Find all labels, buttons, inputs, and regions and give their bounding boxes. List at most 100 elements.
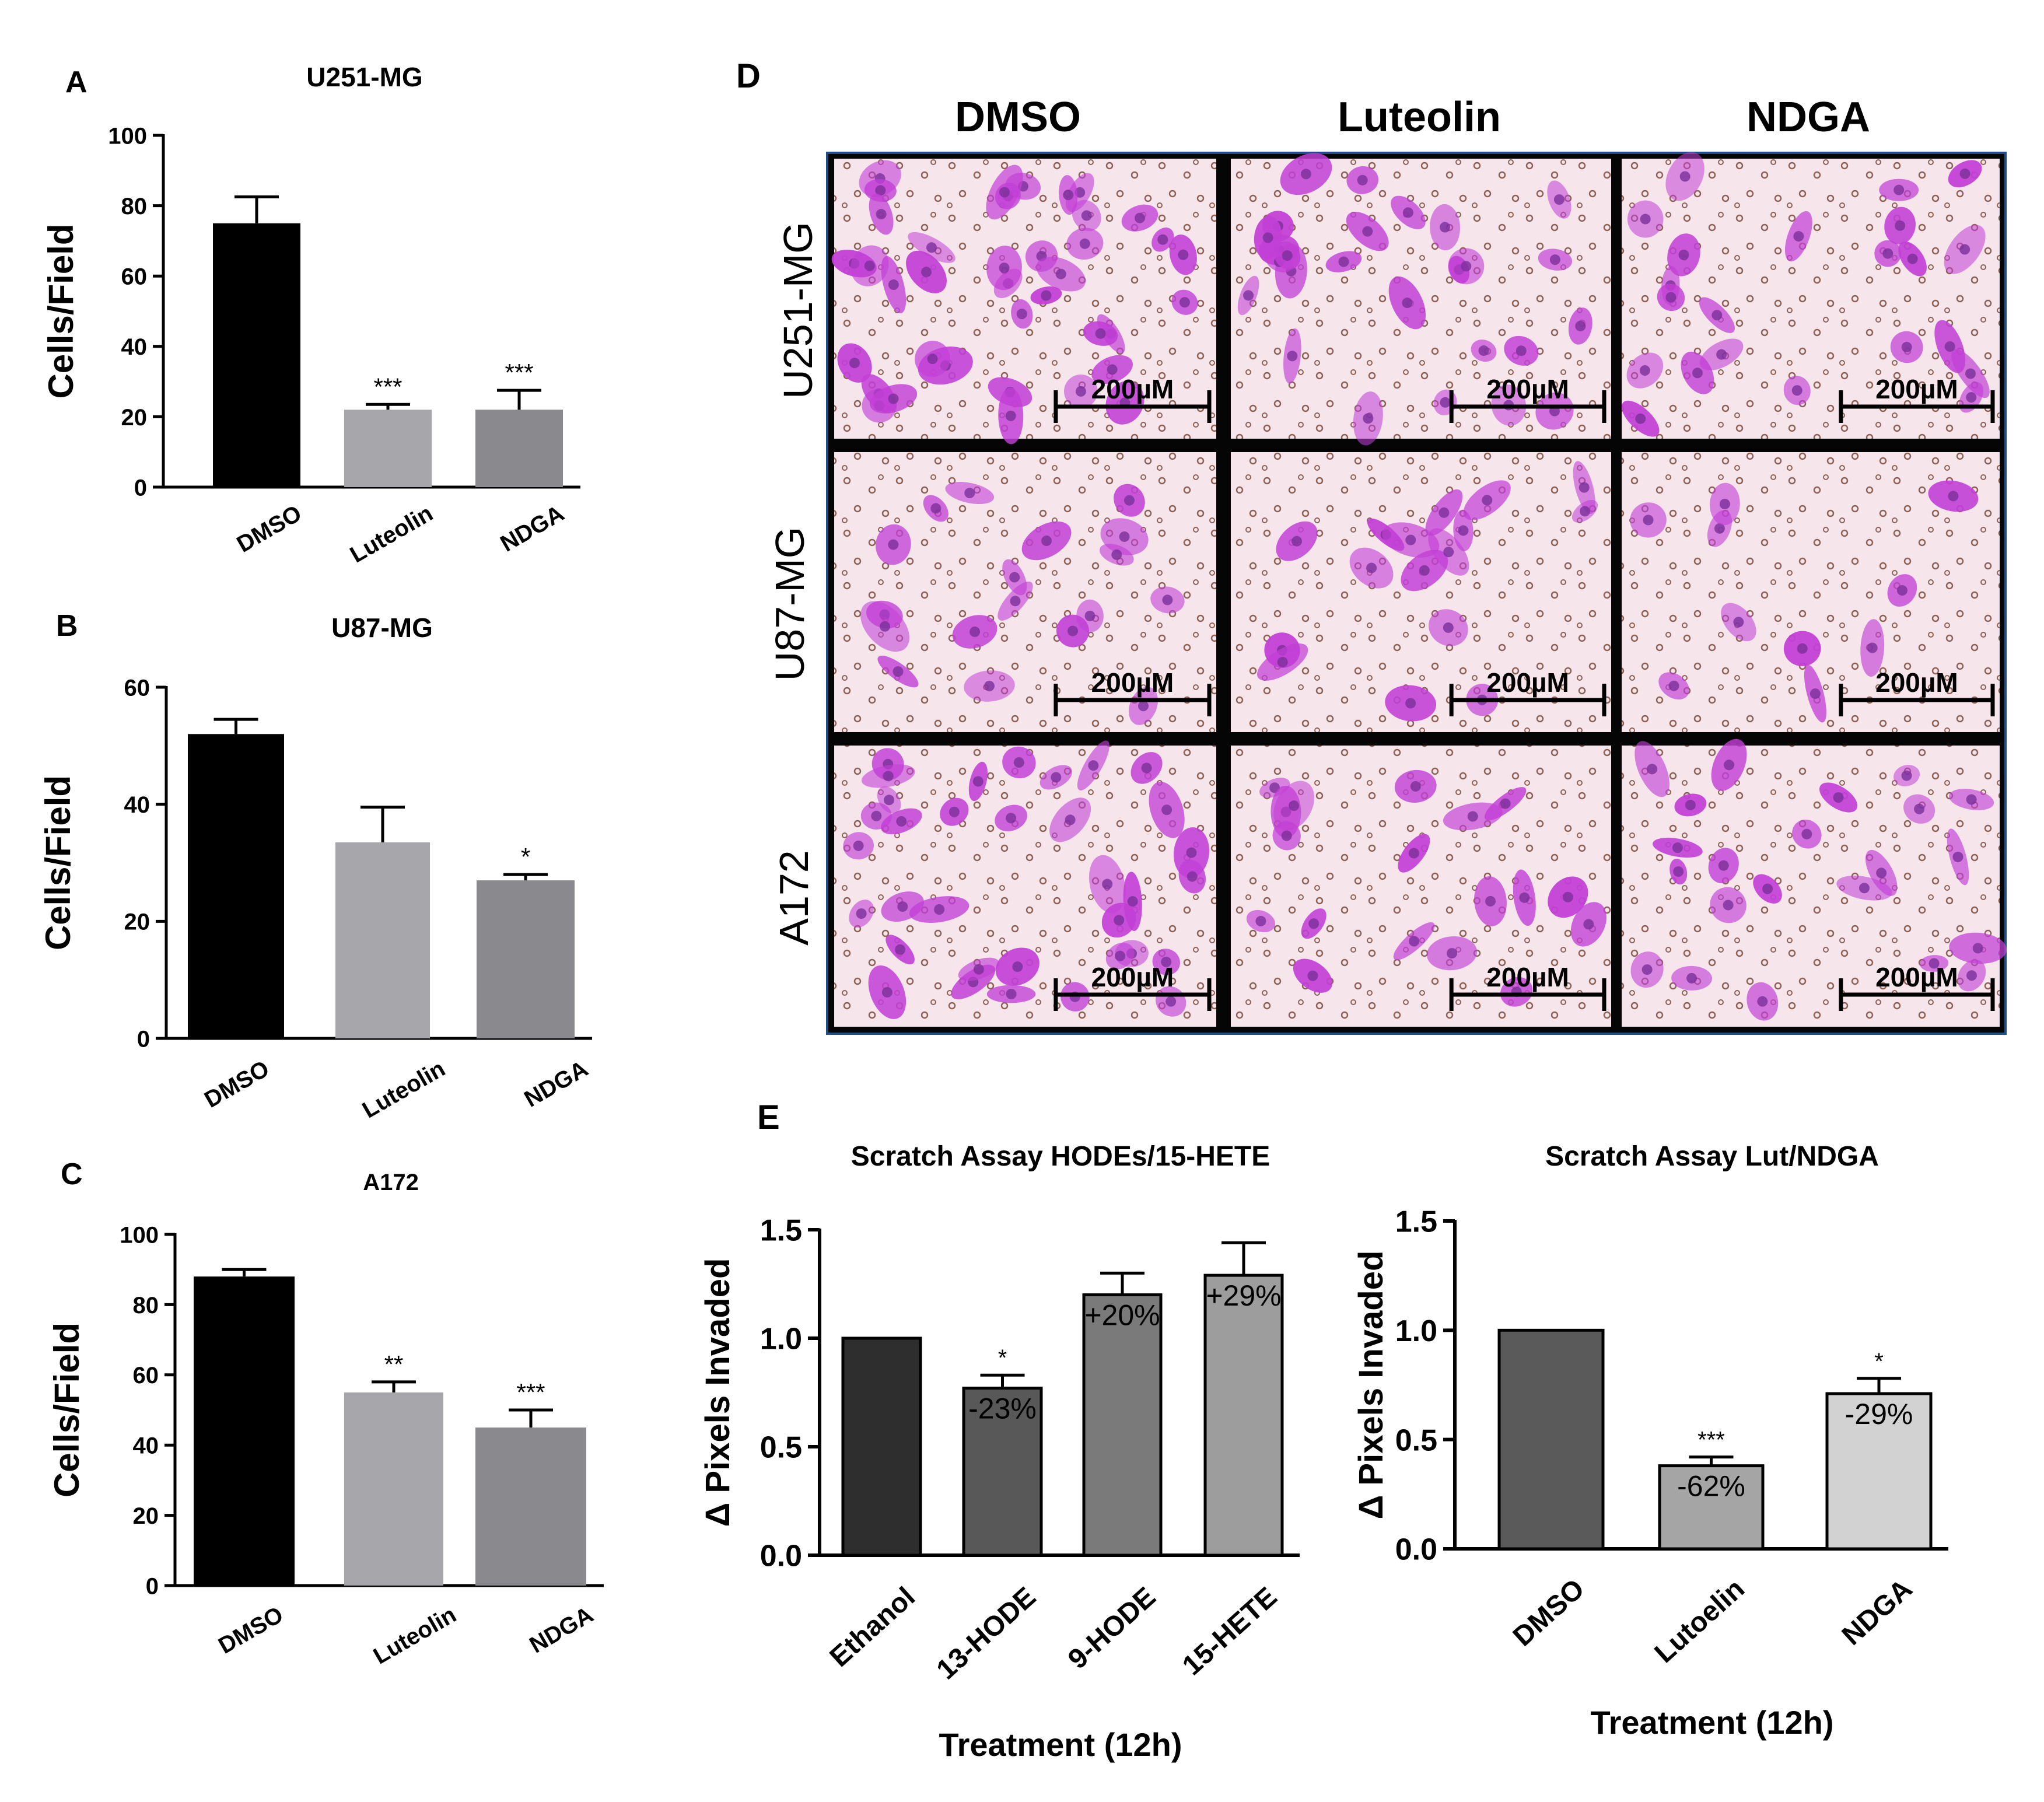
category-label: 15-HETE bbox=[1177, 1581, 1283, 1681]
chart-title: Scratch Assay Lut/NDGA bbox=[1545, 1141, 1879, 1172]
y-tick-label: 1.0 bbox=[760, 1322, 802, 1356]
cell-nucleus bbox=[888, 539, 899, 550]
significance-mark: * bbox=[1874, 1349, 1884, 1374]
cell-nucleus bbox=[1959, 168, 1971, 179]
cell-nucleus bbox=[1482, 495, 1493, 506]
y-tick-label: 1.0 bbox=[1395, 1314, 1437, 1348]
category-label: Luteolin bbox=[346, 501, 438, 568]
bar bbox=[188, 734, 284, 1038]
cell-nucleus bbox=[896, 816, 907, 827]
cell-nucleus bbox=[1948, 491, 1959, 502]
cell-nucleus bbox=[1095, 328, 1106, 339]
y-tick-label: 0 bbox=[146, 1573, 159, 1599]
cell-nucleus bbox=[1678, 249, 1689, 260]
y-axis-label: Cells/Field bbox=[41, 223, 80, 398]
cell-nucleus bbox=[1402, 207, 1413, 218]
cell-nucleus bbox=[1859, 883, 1870, 894]
cell-nucleus bbox=[1443, 622, 1454, 633]
cell-nucleus bbox=[871, 810, 882, 821]
scale-bar-label: 200µM bbox=[1875, 374, 1958, 404]
scale-bar-label: 200µM bbox=[1091, 374, 1174, 404]
cell-nucleus bbox=[1357, 174, 1368, 186]
cell-nucleus bbox=[1719, 498, 1730, 509]
cell-nucleus bbox=[1440, 397, 1451, 408]
cell-nucleus bbox=[1467, 811, 1478, 822]
bar bbox=[475, 1427, 586, 1586]
y-tick-label: 0.5 bbox=[1395, 1423, 1437, 1457]
significance-mark: *** bbox=[373, 373, 402, 400]
cell-nucleus bbox=[1876, 867, 1887, 879]
row-label: A172 bbox=[771, 850, 817, 945]
cell-nucleus bbox=[1409, 936, 1420, 947]
cell-nucleus bbox=[1867, 642, 1878, 653]
cell-nucleus bbox=[880, 621, 891, 632]
panel-label-b: B bbox=[56, 609, 78, 643]
y-axis-label: Δ Pixels Invaded bbox=[699, 1258, 737, 1527]
y-axis-label: Δ Pixels Invaded bbox=[1352, 1251, 1390, 1520]
cell-nucleus bbox=[1516, 345, 1527, 356]
cell-nucleus bbox=[1901, 770, 1912, 781]
chart-b-u87: U87-MG Cells/Field 0 20 40 60 DMSO Luteolin * NDG… bbox=[38, 613, 593, 1124]
y-tick-label: 40 bbox=[133, 1433, 159, 1459]
chart-title: U251-MG bbox=[306, 62, 422, 92]
y-tick-label: 0 bbox=[134, 475, 147, 501]
cell-nucleus bbox=[1338, 256, 1349, 267]
significance-mark: * bbox=[521, 843, 530, 870]
bar bbox=[477, 880, 575, 1038]
cell-nucleus bbox=[1075, 386, 1086, 397]
cell-nucleus bbox=[1179, 297, 1190, 308]
category-label: NDGA bbox=[520, 1056, 592, 1112]
chart-c-a172: A172 Cells/Field 0 20 40 60 80 100 DMSO ** Luteoli… bbox=[47, 1170, 604, 1670]
cell-nucleus bbox=[1896, 585, 1908, 596]
cell-nucleus bbox=[1010, 596, 1021, 607]
y-tick-label: 60 bbox=[124, 675, 150, 701]
cell-nucleus bbox=[1757, 996, 1768, 1007]
cell-nucleus bbox=[1016, 309, 1027, 320]
bar bbox=[1203, 1273, 1284, 1557]
panel-label-a: A bbox=[65, 65, 88, 99]
cell-nucleus bbox=[1067, 625, 1078, 636]
cell-nucleus bbox=[1277, 656, 1288, 667]
scale-bar-label: 200µM bbox=[1486, 667, 1569, 698]
bar bbox=[1658, 1464, 1765, 1551]
y-tick-label: 20 bbox=[121, 405, 148, 431]
scale-bar-label: 200µM bbox=[1875, 667, 1958, 698]
cell-nucleus bbox=[1102, 879, 1113, 890]
cell-nucleus bbox=[1119, 531, 1130, 542]
cell-nucleus bbox=[1562, 891, 1573, 902]
cell-nucleus bbox=[1583, 919, 1594, 930]
percent-annotation: -62% bbox=[1677, 1470, 1745, 1503]
category-label: NDGA bbox=[1836, 1573, 1918, 1651]
cell-nucleus bbox=[1895, 220, 1906, 231]
cell-nucleus bbox=[1797, 643, 1808, 654]
cell-nucleus bbox=[926, 242, 937, 253]
chart-title: A172 bbox=[363, 1170, 419, 1195]
cell-nucleus bbox=[1640, 214, 1651, 225]
significance-mark: *** bbox=[505, 359, 533, 386]
cell-nucleus bbox=[1127, 896, 1138, 907]
cell-nucleus bbox=[1013, 757, 1024, 768]
cell-nucleus bbox=[1134, 212, 1145, 223]
category-label: NDGA bbox=[525, 1602, 597, 1658]
cell-nucleus bbox=[1111, 549, 1122, 560]
cell-nucleus bbox=[972, 776, 984, 787]
cell-nucleus bbox=[1500, 798, 1511, 809]
cell-nucleus bbox=[999, 187, 1010, 198]
y-tick-label: 100 bbox=[108, 123, 147, 149]
scale-bar-label: 200µM bbox=[1091, 962, 1174, 992]
cell-nucleus bbox=[1724, 760, 1735, 771]
chart-e-scratch-hodes: Scratch Assay HODEs/15-HETE Δ Pixels Inva… bbox=[699, 1141, 1300, 1763]
y-axis-label: Cells/Field bbox=[38, 775, 78, 950]
category-label: Luteolin bbox=[358, 1056, 450, 1124]
cell-nucleus bbox=[1959, 244, 1971, 255]
percent-annotation: -29% bbox=[1845, 1398, 1913, 1430]
cell-nucleus bbox=[849, 358, 860, 369]
cell-nucleus bbox=[1575, 320, 1586, 331]
cell-nucleus bbox=[876, 209, 887, 220]
category-label: Luteolin bbox=[369, 1602, 461, 1670]
cell-nucleus bbox=[1366, 562, 1377, 573]
cell-nucleus bbox=[1124, 495, 1135, 506]
bar bbox=[344, 410, 432, 487]
cell-nucleus bbox=[1178, 249, 1189, 260]
cell-nucleus bbox=[1115, 950, 1126, 961]
